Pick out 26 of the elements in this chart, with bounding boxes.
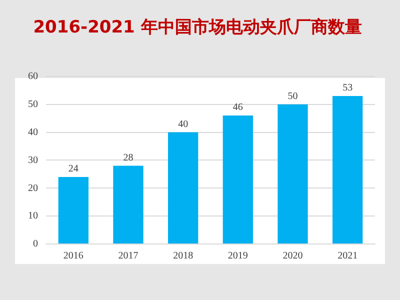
data-label: 40 — [178, 118, 188, 130]
x-tick-label: 2016 — [63, 250, 84, 262]
y-tick-label: 60 — [28, 71, 38, 82]
x-tick-label: 2017 — [118, 250, 138, 262]
bar — [222, 116, 253, 244]
bar — [278, 104, 308, 244]
y-tick-label: 30 — [28, 154, 38, 166]
x-tick-label: 2021 — [338, 250, 358, 262]
y-tick-label: 20 — [28, 182, 38, 194]
bar — [332, 96, 363, 244]
x-tick-label: 2019 — [228, 250, 248, 262]
y-tick-label: 0 — [33, 238, 38, 250]
y-tick-label: 50 — [28, 98, 38, 110]
data-label: 24 — [68, 164, 78, 175]
data-label: 46 — [232, 102, 243, 114]
bar — [58, 176, 88, 244]
data-label: 53 — [342, 82, 353, 94]
bar — [168, 132, 198, 244]
data-label: 50 — [288, 90, 298, 102]
chart-title: 2016-2021 年中国市场电动夹爪厂商数量 — [33, 18, 362, 38]
data-label: 28 — [123, 152, 134, 164]
y-tick-label: 10 — [28, 210, 38, 222]
x-tick-label: 2020 — [282, 250, 303, 262]
x-tick-label: 2018 — [173, 250, 194, 262]
bar — [113, 166, 144, 244]
y-tick-label: 40 — [28, 126, 38, 138]
